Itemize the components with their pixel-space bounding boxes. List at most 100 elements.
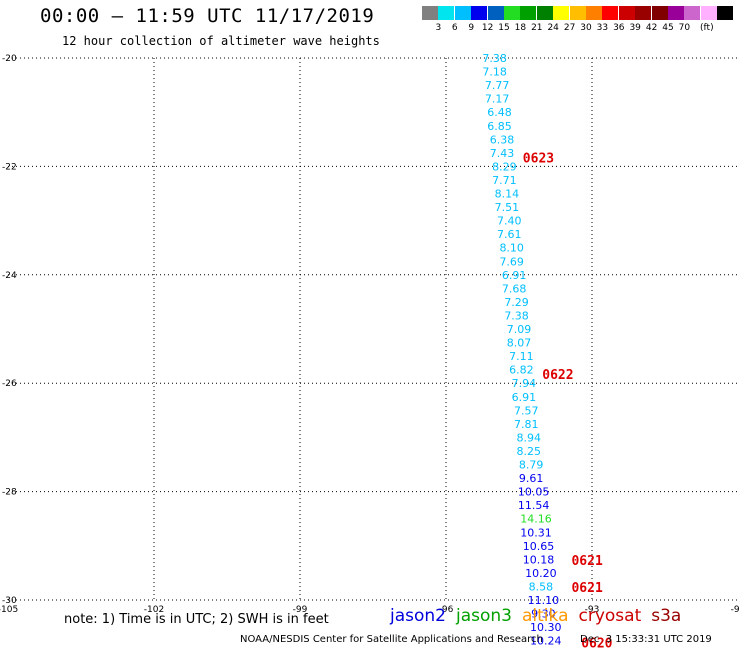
colorbar-label: 45: [662, 23, 674, 33]
colorbar-swatch: [700, 6, 717, 20]
x-tick-label: -90: [731, 605, 740, 615]
colorbar-swatch: [504, 6, 520, 20]
chart-title: 00:00 – 11:59 UTC 11/17/2019: [40, 5, 375, 27]
wave-height-label: 9.61: [519, 472, 544, 485]
footer-note: note: 1) Time is in UTC; 2) SWH is in fe…: [64, 612, 329, 627]
wave-height-label: 8.25: [516, 445, 541, 458]
colorbar-swatch: [569, 6, 586, 20]
wave-height-label: 7.94: [512, 377, 537, 390]
wave-height-label: 8.58: [529, 580, 554, 593]
wave-height-label: 7.57: [514, 404, 539, 417]
colorbar-label: 15: [498, 23, 510, 33]
colorbar-swatch: [668, 6, 684, 20]
wave-height-label: 8.14: [495, 188, 520, 201]
wave-height-label: 7.71: [492, 174, 517, 187]
wave-height-label: 8.79: [519, 459, 544, 472]
colorbar-swatch: [635, 6, 652, 20]
wave-height-label: 8.07: [507, 337, 532, 350]
wave-height-label: 10.65: [523, 540, 555, 553]
x-tick-label: -99: [293, 605, 308, 615]
wave-height-label: 10.24: [530, 635, 562, 648]
y-tick-label: -26: [2, 379, 17, 389]
colorbar-swatch: [422, 6, 438, 20]
wave-height-label: 7.18: [482, 66, 507, 79]
timestamp-text: Dec 3 15:33:31 UTC 2019: [580, 634, 712, 645]
colorbar-label: 27: [563, 23, 576, 33]
colorbar-swatch: [618, 6, 635, 20]
wave-height-label: 6.85: [487, 120, 512, 133]
x-tick-label: -96: [439, 605, 454, 615]
x-tick-label: -93: [585, 605, 600, 615]
wave-height-label: 10.05: [518, 486, 550, 499]
wave-height-label: 7.68: [502, 282, 527, 295]
credit-text: NOAA/NESDIS Center for Satellite Applica…: [240, 634, 543, 645]
wave-height-label: 6.48: [487, 106, 512, 119]
legend-entry-s3a: s3a: [651, 606, 682, 626]
wave-height-label: 7.29: [504, 296, 529, 309]
colorbar-swatch: [520, 6, 537, 20]
colorbar-swatch: [586, 6, 602, 20]
y-tick-label: -24: [2, 271, 17, 281]
colorbar-swatch: [438, 6, 455, 20]
wave-height-label: 7.81: [514, 418, 539, 431]
wave-height-label: 11.54: [518, 499, 550, 512]
wave-height-label: 7.38: [482, 52, 507, 65]
colorbar-label: 12: [481, 23, 494, 33]
colorbar-swatch: [553, 6, 570, 20]
wave-height-label: 7.51: [495, 201, 520, 214]
wave-height-label: 6.38: [490, 133, 515, 146]
colorbar-swatch: [651, 6, 668, 20]
colorbar-label: 39: [629, 23, 641, 33]
y-tick-label: -28: [2, 488, 17, 498]
colorbar-label: 3: [435, 23, 442, 33]
wave-height-label: 6.91: [512, 391, 537, 404]
wave-height-label: 7.77: [485, 79, 510, 92]
wave-height-label: 8.94: [516, 431, 541, 444]
wave-height-label: 7.43: [490, 147, 515, 160]
wave-height-label: 7.09: [507, 323, 532, 336]
wave-height-label: 10.30: [530, 621, 562, 634]
colorbar-label: 24: [547, 23, 559, 33]
legend-entry-jason2: jason2: [390, 606, 446, 626]
wave-height-label: 10.20: [525, 567, 557, 580]
x-tick-label: -105: [0, 605, 18, 615]
colorbar-swatch: [454, 6, 471, 20]
wave-height-label: 10.18: [523, 553, 555, 566]
pass-time-label: 0622: [542, 368, 573, 383]
wave-height-label: 6.82: [509, 364, 534, 377]
wave-height-label: 7.17: [485, 93, 510, 106]
colorbar-swatch: [536, 6, 553, 20]
colorbar-label: 6: [451, 23, 458, 33]
pass-time-label: 0623: [523, 151, 554, 166]
y-tick-label: -30: [2, 596, 17, 606]
pass-time-label: 0620: [581, 636, 612, 650]
colorbar-label: 21: [531, 23, 543, 33]
y-tick-label: -20: [2, 54, 17, 64]
colorbar-label: 18: [514, 23, 527, 33]
colorbar-swatch: [717, 6, 734, 20]
colorbar-swatch: [471, 6, 488, 20]
chart-subtitle: 12 hour collection of altimeter wave hei…: [62, 34, 380, 48]
colorbar-swatch: [602, 6, 619, 20]
colorbar-label: 30: [580, 23, 592, 33]
x-tick-label: -102: [144, 605, 164, 615]
wave-height-label: 8.10: [499, 242, 524, 255]
legend-entry-cryosat: cryosat: [578, 606, 642, 626]
wave-height-label: 7.40: [497, 215, 522, 228]
colorbar-label: (ft): [700, 23, 714, 33]
wave-height-label: 14.16: [520, 513, 552, 526]
wave-height-label: 7.38: [504, 309, 529, 322]
colorbar-label: 9: [468, 23, 475, 33]
wave-height-label: 11.10: [528, 594, 560, 607]
wave-height-label: 9.30: [531, 608, 556, 621]
colorbar-label: 70: [678, 23, 691, 33]
colorbar-label: 36: [613, 23, 625, 33]
colorbar-label: 33: [596, 23, 609, 33]
colorbar-label: 42: [645, 23, 658, 33]
legend-entry-jason3: jason3: [456, 606, 512, 626]
satellite-legend: jason2 jason3 altika cryosat s3a: [390, 606, 691, 626]
wave-height-label: 7.61: [497, 228, 522, 241]
wave-height-label: 8.29: [492, 160, 517, 173]
wave-height-label: 7.11: [509, 350, 534, 363]
pass-time-label: 0621: [571, 581, 602, 596]
